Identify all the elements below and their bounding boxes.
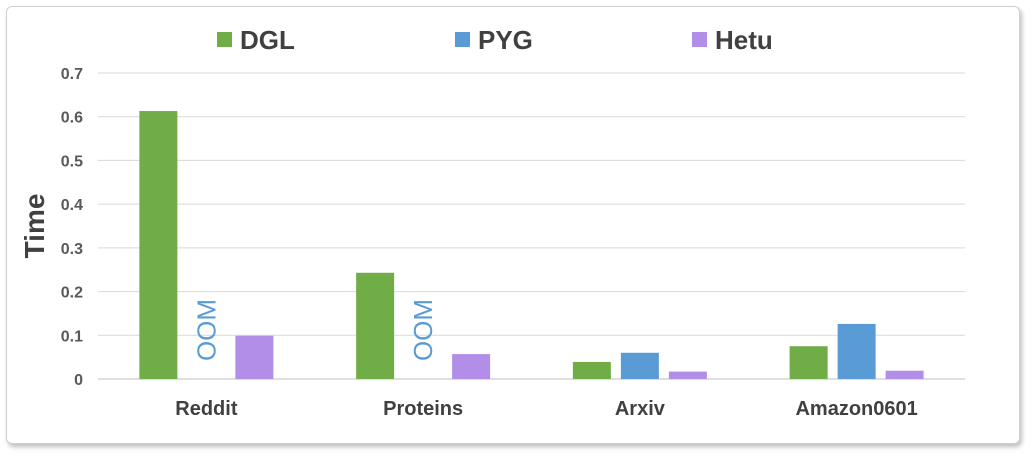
x-category-label: Arxiv xyxy=(615,398,666,420)
x-category-label: Proteins xyxy=(383,398,463,420)
bar-dgl-arxiv xyxy=(572,361,611,379)
legend-label-hetu: Hetu xyxy=(715,25,773,55)
y-tick-label: 0.6 xyxy=(61,110,83,127)
y-tick-label: 0.4 xyxy=(61,197,83,214)
x-category-label: Reddit xyxy=(175,398,238,420)
legend-label-pyg: PYG xyxy=(478,25,533,55)
bar-pyg-amazon0601 xyxy=(837,323,876,379)
x-category-label: Amazon0601 xyxy=(795,398,917,420)
oom-annotation: OOM xyxy=(408,299,438,361)
bar-hetu-proteins xyxy=(452,354,491,379)
legend-label-dgl: DGL xyxy=(240,25,295,55)
legend-swatch-dgl xyxy=(217,32,232,47)
oom-annotation: OOM xyxy=(191,299,221,361)
bar-dgl-proteins xyxy=(356,272,395,379)
bar-hetu-amazon0601 xyxy=(885,370,924,379)
bar-hetu-reddit xyxy=(235,335,274,379)
legend-swatch-pyg xyxy=(455,32,470,47)
y-tick-label: 0.5 xyxy=(61,153,83,170)
legend-swatch-hetu xyxy=(692,32,707,47)
y-tick-label: 0.2 xyxy=(61,285,83,302)
bar-pyg-arxiv xyxy=(620,352,659,379)
y-tick-label: 0.7 xyxy=(61,66,83,83)
y-tick-label: 0 xyxy=(74,372,83,389)
bar-dgl-amazon0601 xyxy=(789,346,828,379)
y-tick-label: 0.1 xyxy=(61,328,83,345)
bar-dgl-reddit xyxy=(139,111,178,379)
y-axis-title: Time xyxy=(19,194,50,259)
y-tick-label: 0.3 xyxy=(61,241,83,258)
bar-hetu-arxiv xyxy=(668,371,707,379)
